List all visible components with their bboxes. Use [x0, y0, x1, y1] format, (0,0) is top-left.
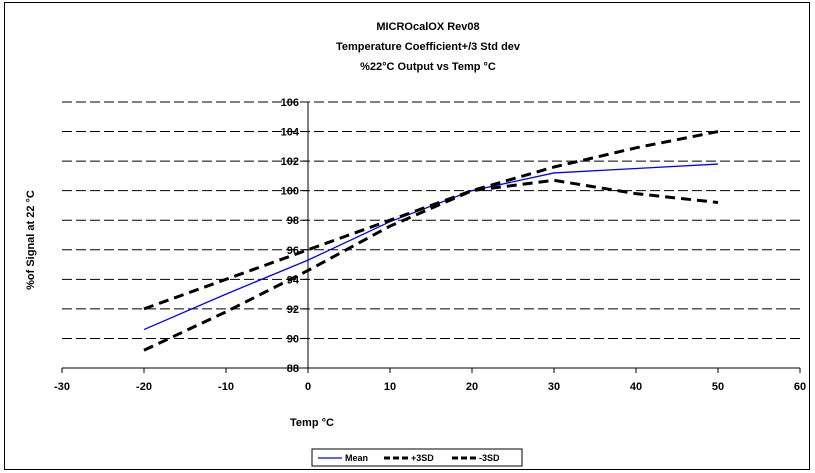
chart-title: MICROcalOX Rev08 Temperature Coefficient+… — [336, 21, 521, 73]
chart-frame — [4, 2, 810, 470]
series-line-2 — [143, 178, 719, 352]
y-tick-label: 102 — [281, 156, 299, 168]
title-line: Temperature Coefficient+/3 Std dev — [336, 41, 521, 53]
legend-label: -3SD — [479, 453, 500, 463]
y-tick-label: 90 — [287, 333, 299, 345]
x-tick-labels: -30 -20 -10 0 10 20 30 40 50 60 — [54, 381, 806, 393]
y-tick-label: 104 — [281, 127, 300, 139]
x-tick-label: 40 — [630, 381, 642, 393]
gridlines — [62, 101, 800, 339]
x-tick-label: 60 — [794, 381, 806, 393]
x-tick-label: 30 — [548, 381, 560, 393]
title-line: %22°C Output vs Temp °C — [360, 61, 496, 73]
legend: Mean +3SD -3SD — [311, 448, 523, 467]
x-tick-label: -10 — [218, 381, 234, 393]
axes — [61, 101, 801, 373]
x-tick-label: 20 — [466, 381, 478, 393]
y-tick-label: 100 — [281, 186, 299, 198]
x-tick-label: -20 — [136, 381, 152, 393]
x-tick-label: 10 — [384, 381, 396, 393]
x-tick-label: 50 — [712, 381, 724, 393]
x-tick-label: 0 — [305, 381, 311, 393]
x-tick-label: -30 — [54, 381, 70, 393]
series-lines — [143, 130, 719, 352]
legend-label: +3SD — [411, 453, 434, 463]
title-line: MICROcalOX Rev08 — [376, 21, 479, 33]
y-axis-title: %of Signal at 22 °C — [25, 190, 37, 290]
y-tick-label: 92 — [287, 304, 299, 316]
legend-label: Mean — [345, 453, 368, 463]
y-tick-label: 88 — [287, 363, 299, 375]
y-tick-label: 106 — [281, 97, 299, 109]
series-line-1 — [143, 130, 719, 311]
series-line-0 — [143, 163, 719, 331]
x-axis-title: Temp °C — [290, 417, 334, 429]
y-tick-label: 98 — [287, 215, 299, 227]
legend-box — [311, 448, 523, 467]
